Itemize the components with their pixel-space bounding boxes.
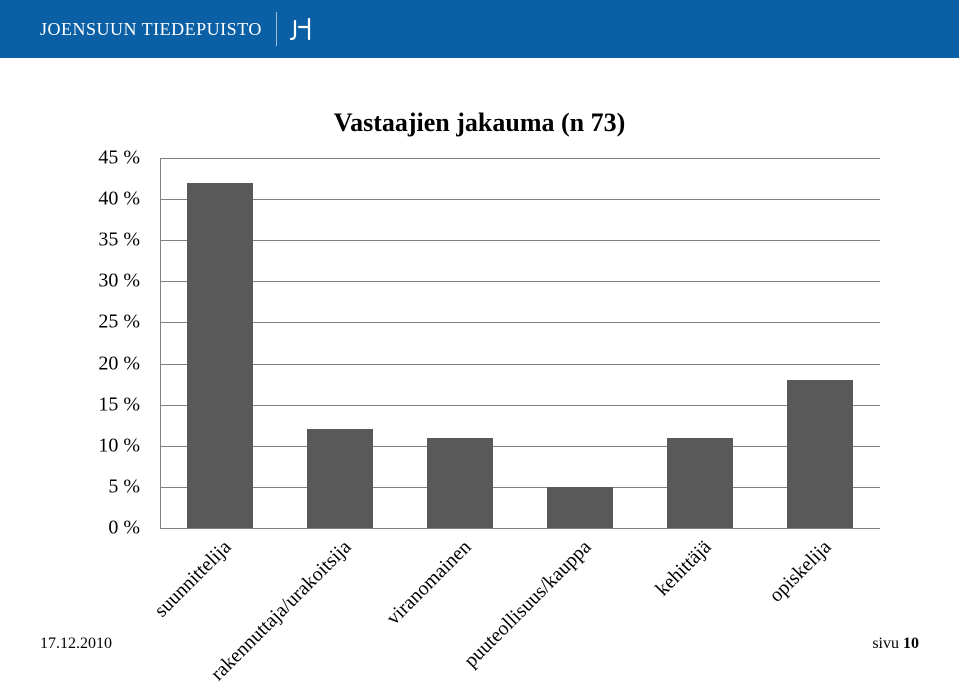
y-axis-labels: 0 %5 %10 %15 %20 %25 %30 %35 %40 %45 %: [80, 158, 150, 528]
y-tick-label: 45 %: [98, 147, 140, 170]
bar: [667, 438, 733, 528]
x-tick-label: suunnittelija: [150, 536, 236, 622]
bar: [427, 438, 493, 528]
bar: [787, 380, 853, 528]
y-tick-label: 35 %: [98, 229, 140, 252]
x-tick-label: viranomainen: [382, 536, 476, 630]
chart-title: Vastaajien jakauma (n 73): [334, 108, 626, 137]
x-axis-labels: suunnittelijarakennuttaja/urakoitsijavir…: [160, 528, 880, 668]
bar: [547, 487, 613, 528]
y-tick-label: 0 %: [108, 517, 140, 540]
y-tick-label: 5 %: [108, 475, 140, 498]
footer-page-label: sivu: [872, 635, 903, 652]
x-tick-label: puuteollisuus/kauppa: [460, 536, 596, 672]
y-tick-label: 40 %: [98, 188, 140, 211]
y-tick-label: 10 %: [98, 434, 140, 457]
footer-page-number: 10: [903, 635, 919, 652]
slide-content: Vastaajien jakauma (n 73) 0 % 5 % 10 % 15 %…: [0, 58, 959, 671]
y-tick-label: 15 %: [98, 393, 140, 416]
brand-logo-icon: [289, 17, 329, 41]
chart-plot-area: [160, 158, 880, 528]
bar: [307, 429, 373, 528]
brand-title: JOENSUUN TIEDEPUISTO: [40, 19, 262, 40]
header-divider: [276, 12, 277, 46]
x-tick-label: kehittäjä: [651, 536, 716, 601]
bar-group: [160, 158, 880, 528]
header-bar: JOENSUUN TIEDEPUISTO: [0, 0, 959, 58]
chart-title-wrap: Vastaajien jakauma (n 73): [0, 108, 959, 138]
bar: [187, 183, 253, 528]
y-tick-label: 30 %: [98, 270, 140, 293]
y-axis-line: [160, 158, 161, 528]
footer-page: sivu 10: [872, 635, 919, 653]
footer-date: 17.12.2010: [40, 635, 112, 653]
y-tick-label: 20 %: [98, 352, 140, 375]
x-tick-label: opiskelija: [765, 536, 836, 607]
y-tick-label: 25 %: [98, 311, 140, 334]
